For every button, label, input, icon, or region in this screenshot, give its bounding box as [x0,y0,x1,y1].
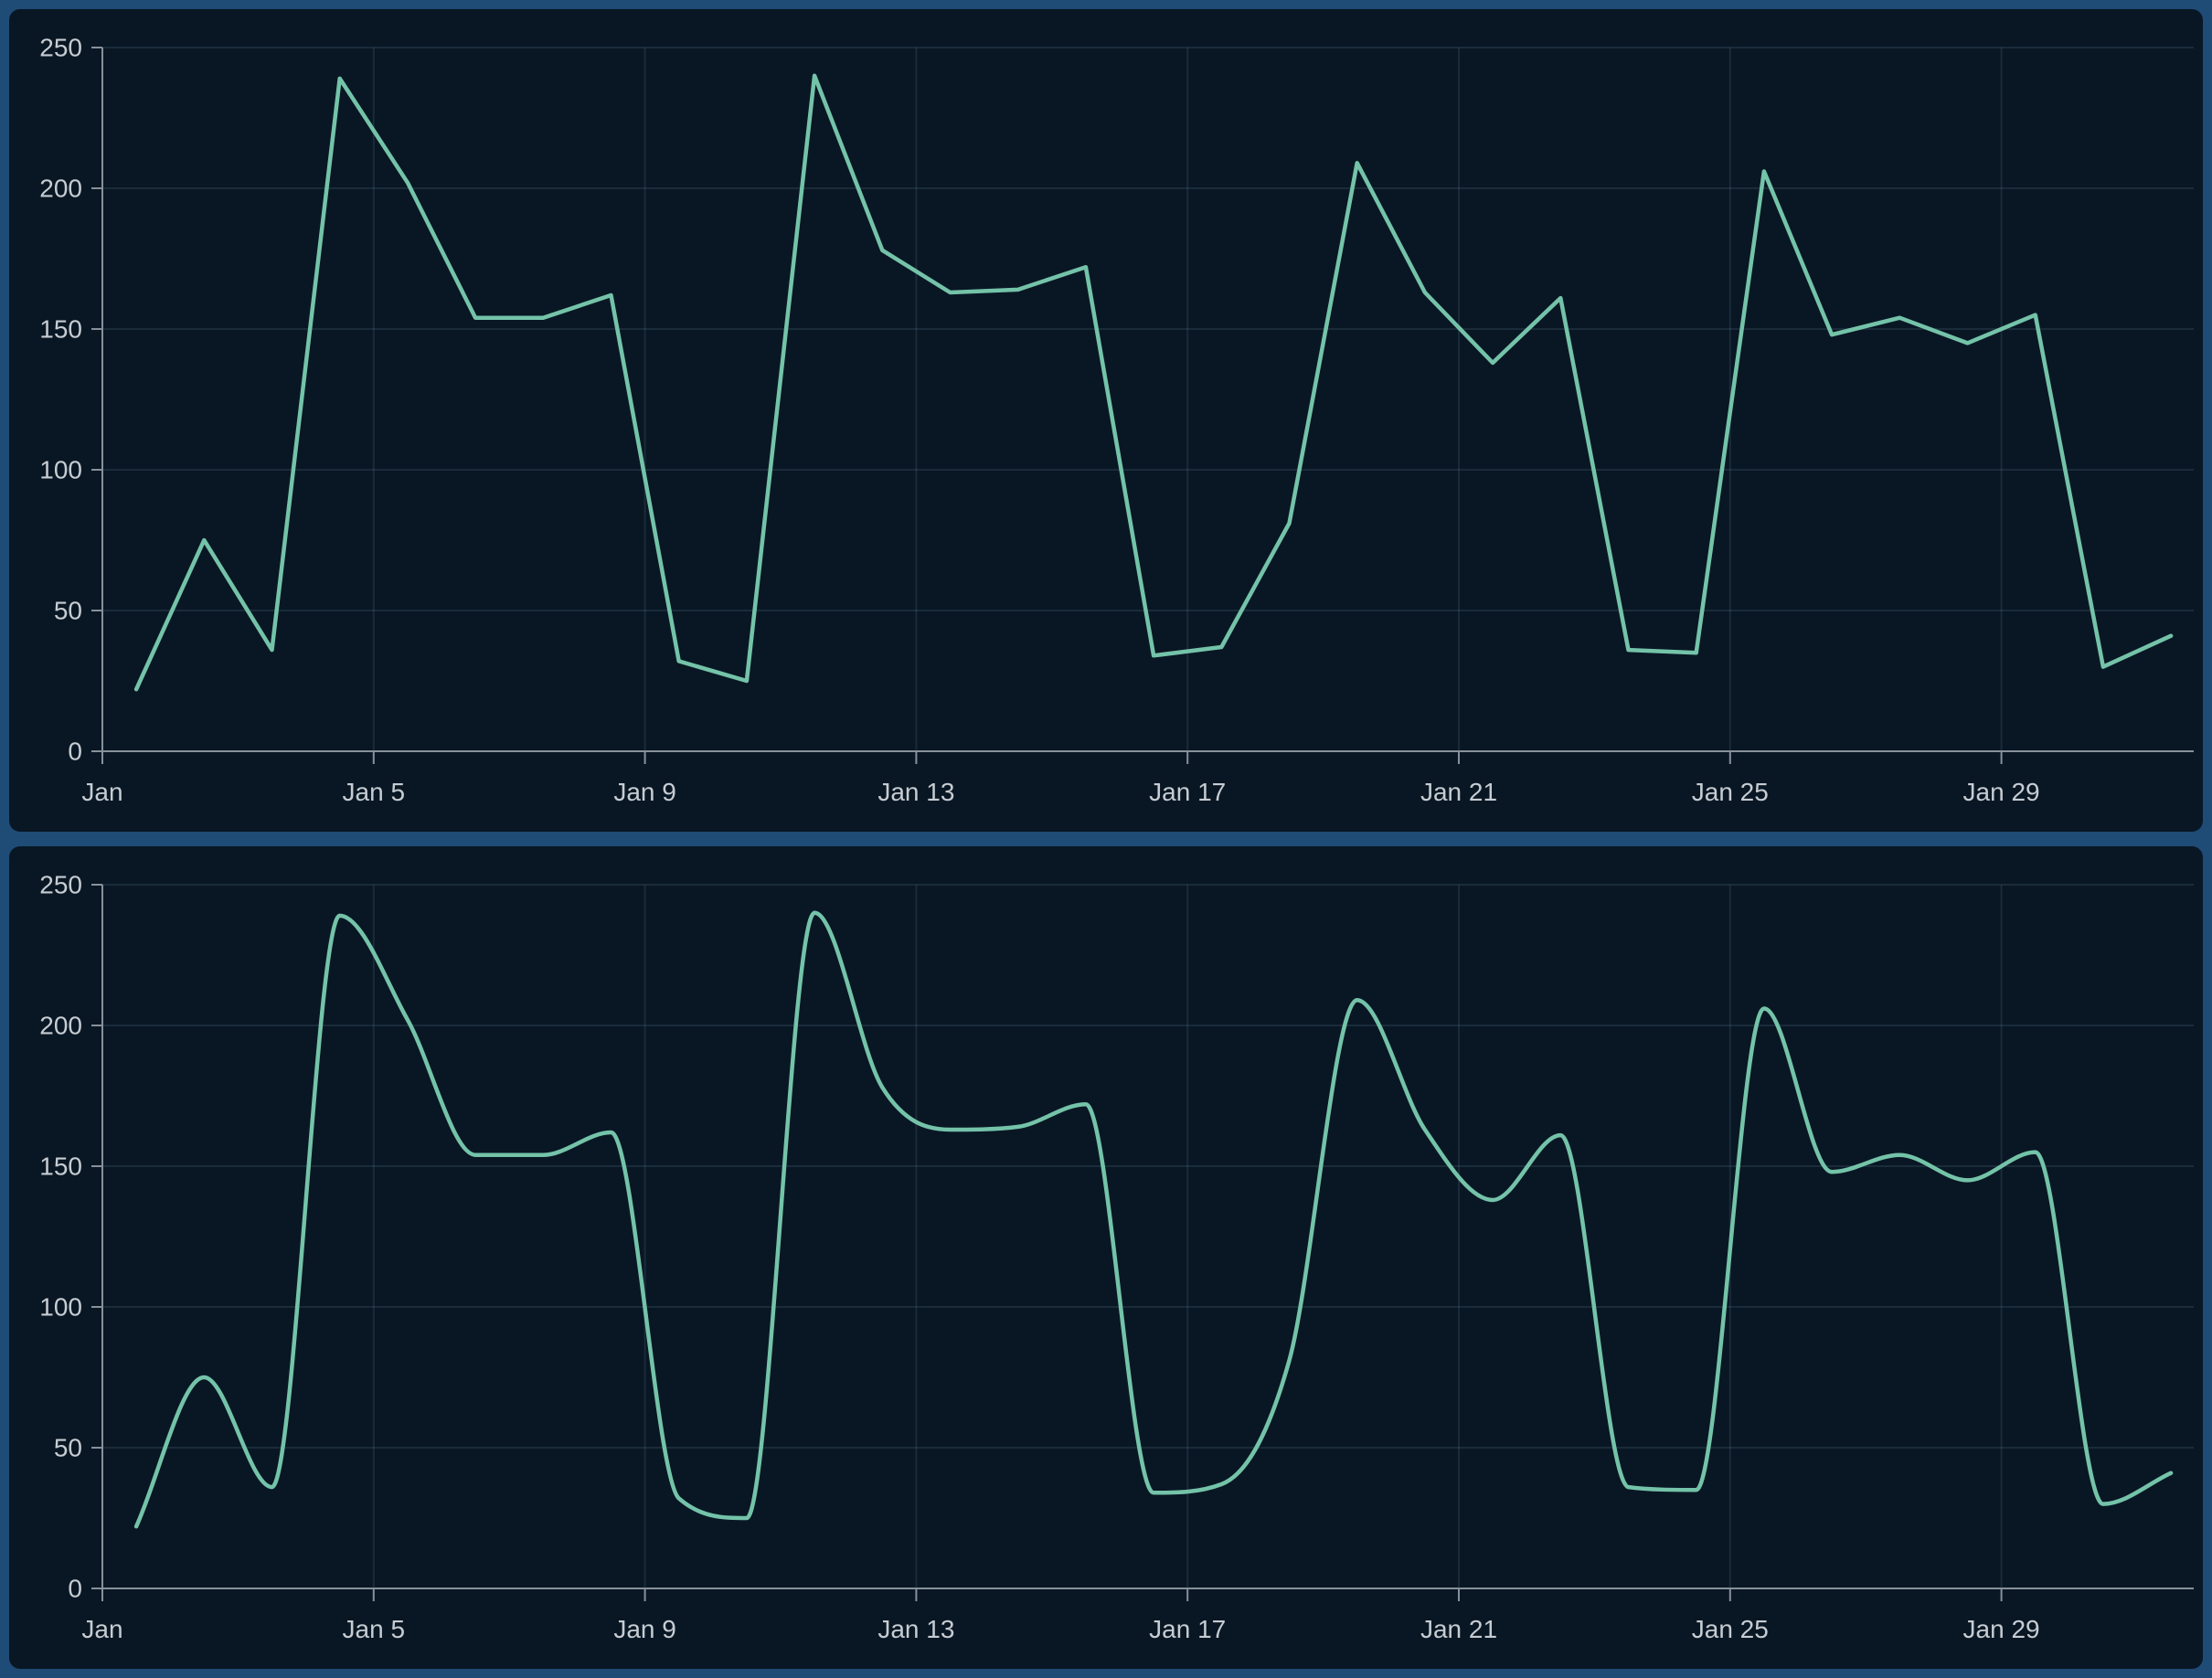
x-tick-label: Jan [81,1615,122,1643]
y-tick-label: 250 [39,871,82,899]
x-tick-label: Jan 25 [1692,1615,1769,1643]
y-tick-label: 200 [39,175,82,203]
x-tick-label: Jan 29 [1963,778,2040,806]
y-tick-label: 150 [39,315,82,344]
x-tick-label: Jan 9 [613,1615,676,1643]
x-tick-label: Jan 25 [1692,778,1769,806]
series-line [133,910,2174,1529]
chart-card-bottom: 0 50 100 150 200 250 Jan Jan 5 Jan 9 Jan 13 Jan 17… [9,846,2203,1669]
y-tick-label: 200 [39,1012,82,1040]
x-tick-label: Jan 17 [1149,778,1226,806]
x-tick-label: Jan 5 [343,1615,406,1643]
x-tick-label: Jan 9 [613,778,676,806]
x-tick-label: Jan 29 [1963,1615,2040,1643]
x-tick-label: Jan [81,778,122,806]
y-tick-label: 250 [39,34,82,62]
y-tick-label: 0 [68,1575,82,1603]
y-tick-label: 0 [68,738,82,766]
y-tick-label: 100 [39,456,82,484]
y-tick-label: 150 [39,1152,82,1181]
line-chart-smooth: 0 50 100 150 200 250 Jan Jan 5 Jan 9 Jan 13 Jan 17… [39,871,2194,1643]
x-tick-label: Jan 17 [1149,1615,1226,1643]
line-chart-linear: 0 50 100 150 200 250 Jan Jan 5 Jan 9 Jan 13 Jan 17… [39,34,2194,806]
y-tick-label: 50 [54,1434,82,1462]
y-tick-label: 50 [54,597,82,625]
x-tick-label: Jan 13 [877,778,954,806]
x-tick-label: Jan 21 [1420,1615,1497,1643]
x-tick-label: Jan 13 [877,1615,954,1643]
y-tick-label: 100 [39,1293,82,1322]
series-line [133,73,2174,692]
x-tick-label: Jan 21 [1420,778,1497,806]
chart-card-top: 0 50 100 150 200 250 Jan Jan 5 Jan 9 Jan 13 Jan 17… [9,9,2203,832]
x-tick-label: Jan 5 [343,778,406,806]
